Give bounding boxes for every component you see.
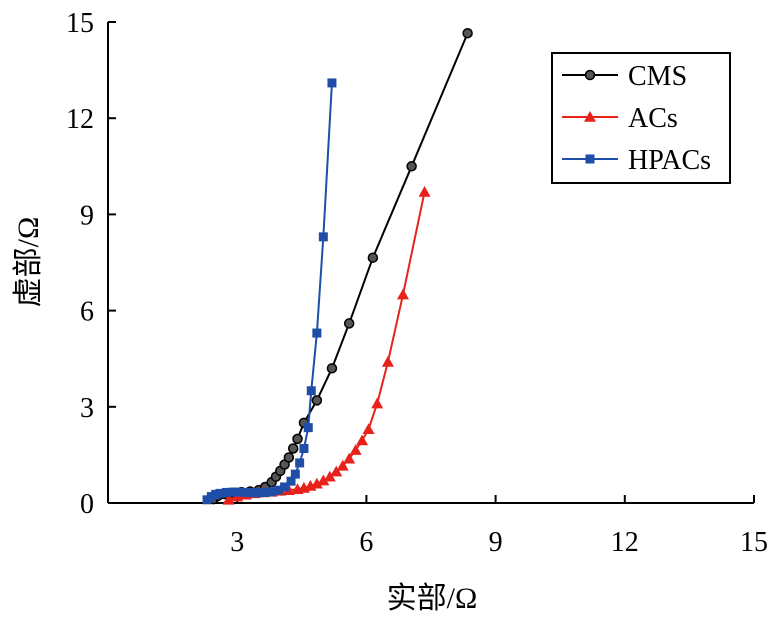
y-axis-label: 虚部/Ω — [12, 217, 45, 308]
data-point — [418, 185, 431, 197]
data-point — [318, 232, 328, 242]
series-line-hpacs — [206, 82, 333, 501]
data-point — [228, 487, 238, 497]
data-point — [336, 459, 349, 471]
data-point — [312, 328, 322, 338]
data-point — [381, 355, 394, 367]
data-point — [343, 318, 355, 329]
data-point — [273, 485, 283, 495]
data-point — [286, 476, 296, 486]
legend: CMS ACs HPACs — [551, 52, 731, 184]
x-tick-label: 9 — [489, 527, 503, 558]
data-point — [397, 288, 410, 300]
x-tick-label: 6 — [359, 527, 373, 558]
data-point — [295, 458, 305, 468]
legend-marker — [585, 154, 595, 164]
data-point — [327, 78, 337, 88]
data-point — [343, 452, 356, 464]
data-point — [221, 487, 231, 497]
series-line-cms — [212, 32, 469, 500]
data-point — [241, 487, 251, 497]
y-tick-label: 6 — [80, 297, 94, 328]
x-tick-label: 3 — [230, 527, 244, 558]
series-acs — [222, 185, 431, 505]
data-point — [290, 469, 300, 479]
series-layer — [202, 27, 473, 505]
data-point — [323, 470, 336, 482]
data-point — [330, 465, 343, 477]
x-axis-label: 实部/Ω — [387, 582, 478, 615]
data-point — [267, 487, 277, 497]
y-tick-label: 0 — [80, 489, 94, 520]
series-cms — [208, 27, 473, 505]
data-point — [287, 443, 299, 454]
data-point — [254, 488, 264, 498]
data-point — [326, 363, 338, 374]
data-point — [215, 488, 225, 498]
legend-marker — [584, 69, 596, 81]
data-point — [280, 482, 290, 492]
data-point — [306, 386, 316, 396]
data-point — [406, 161, 417, 172]
data-point — [283, 452, 295, 463]
data-point — [362, 423, 375, 435]
y-tick-label: 12 — [66, 104, 94, 135]
axes: 3 6 9 12 15 0 3 6 9 12 15 — [66, 8, 768, 558]
data-point — [292, 433, 303, 445]
x-tick-label: 15 — [740, 527, 768, 558]
y-tick-label: 9 — [80, 200, 94, 231]
data-point — [317, 474, 330, 486]
data-point — [222, 493, 235, 505]
data-point — [311, 395, 323, 406]
data-point — [349, 444, 362, 455]
data-point — [367, 252, 379, 263]
y-tick-label: 3 — [80, 393, 94, 424]
data-point — [310, 477, 323, 489]
y-tick-label: 15 — [66, 8, 94, 39]
data-point — [260, 487, 270, 497]
data-point — [247, 488, 257, 498]
legend-marker — [584, 111, 596, 122]
series-hpacs — [202, 78, 337, 505]
data-point — [462, 27, 473, 39]
legend-label: HPACs — [628, 145, 711, 176]
legend-label: CMS — [628, 61, 687, 92]
data-point — [299, 443, 309, 453]
data-point — [356, 434, 369, 446]
legend-label: ACs — [628, 103, 678, 134]
x-tick-label: 12 — [611, 527, 639, 558]
data-point — [303, 423, 313, 433]
data-point — [371, 397, 384, 409]
data-point — [234, 487, 244, 497]
